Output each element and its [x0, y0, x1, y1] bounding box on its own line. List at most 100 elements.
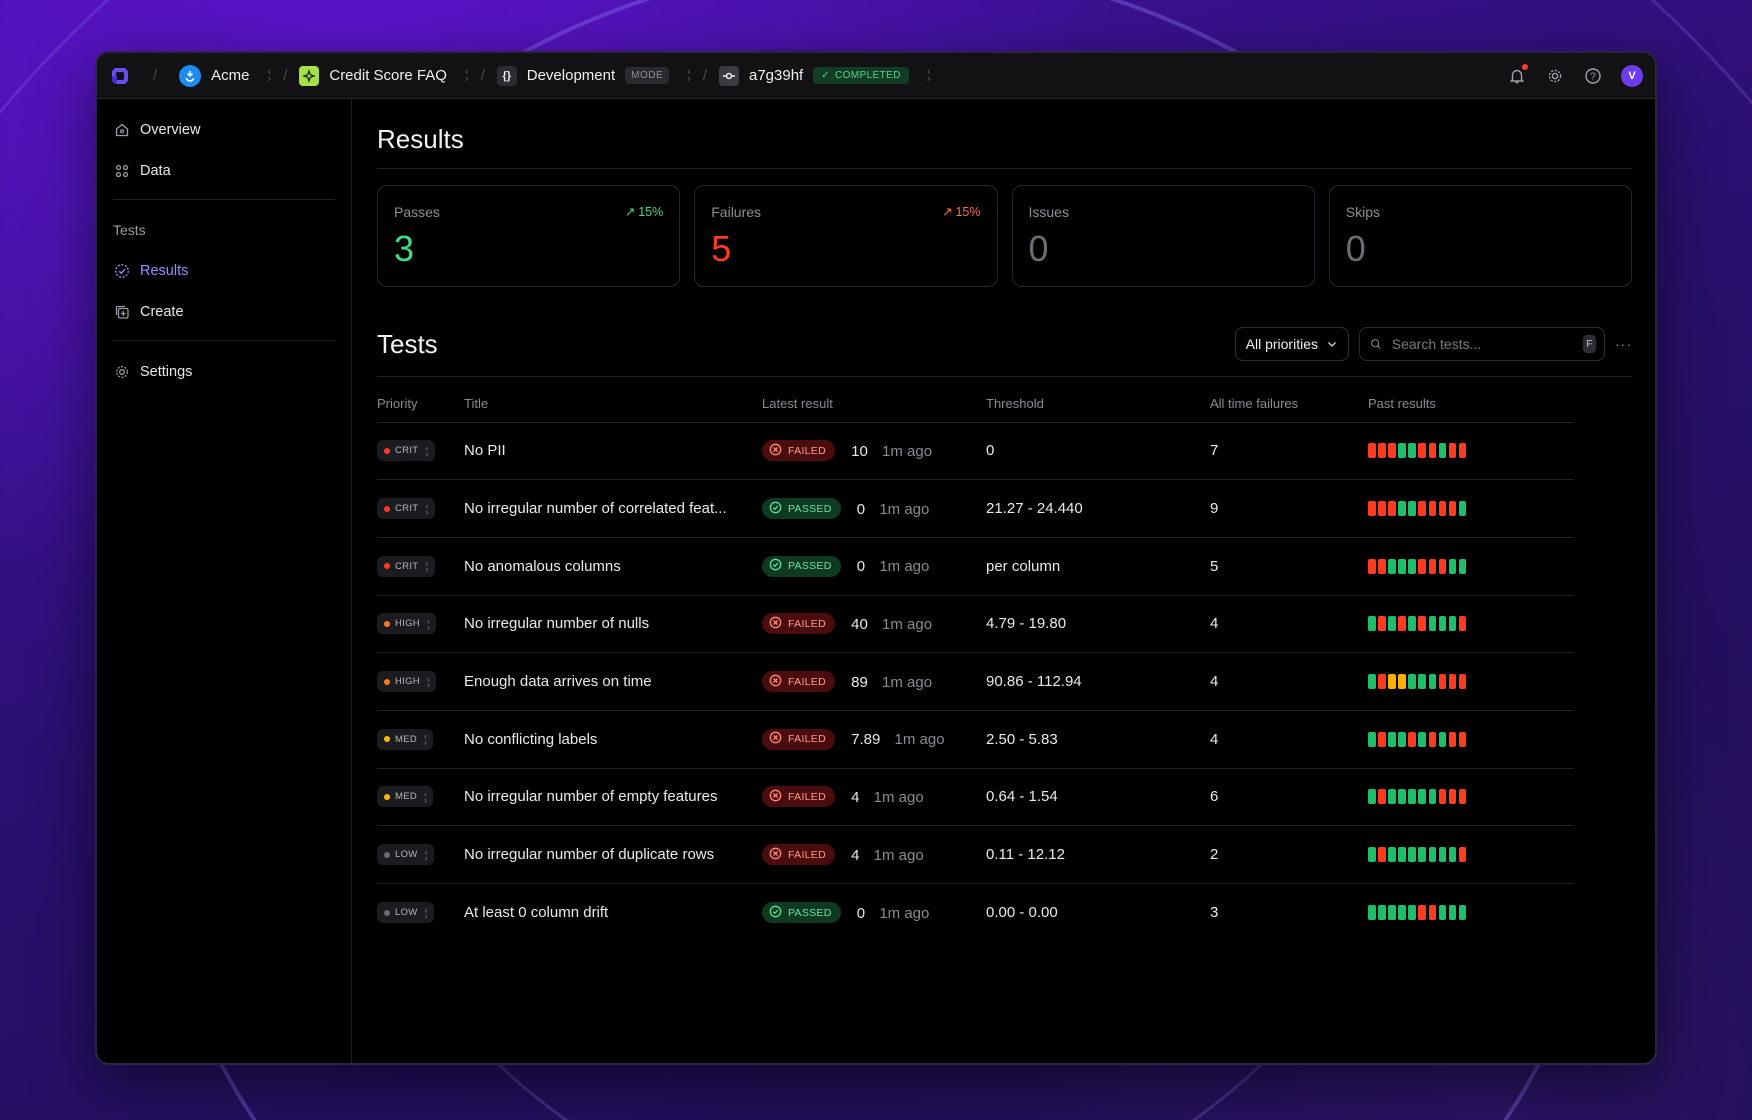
past-result-bar[interactable] [1458, 501, 1467, 517]
past-result-bar[interactable] [1378, 731, 1386, 747]
past-result-bar[interactable] [1448, 674, 1457, 690]
priority-selector[interactable]: HIGH ‹ › [377, 671, 437, 693]
table-row[interactable]: MED ‹ › No irregular number of empty feat… [377, 768, 1574, 827]
sidebar-item-create[interactable]: Create [113, 291, 335, 332]
app-logo-icon[interactable] [109, 65, 131, 87]
past-result-bar[interactable] [1428, 501, 1437, 517]
past-result-bar[interactable] [1448, 789, 1457, 805]
search-input[interactable] [1391, 336, 1573, 352]
past-result-bar[interactable] [1408, 501, 1416, 517]
past-result-bar[interactable] [1418, 789, 1426, 805]
priority-selector[interactable]: MED ‹ › [377, 786, 434, 808]
past-result-bar[interactable] [1438, 674, 1447, 690]
environment-switch-icon[interactable]: ‹ › [687, 65, 691, 85]
past-result-bar[interactable] [1388, 731, 1396, 747]
project-name[interactable]: Credit Score FAQ [329, 67, 447, 84]
past-result-bar[interactable] [1438, 443, 1447, 459]
past-result-bar[interactable] [1378, 905, 1386, 921]
table-row[interactable]: LOW ‹ › At least 0 column drift PASSED 0 … [377, 884, 1574, 942]
past-result-bar[interactable] [1438, 558, 1447, 574]
past-result-bar[interactable] [1368, 731, 1376, 747]
past-result-bar[interactable] [1398, 847, 1406, 863]
test-title[interactable]: No PII [464, 442, 506, 460]
past-result-bar[interactable] [1438, 789, 1447, 805]
past-result-bar[interactable] [1408, 443, 1416, 459]
column-header-past-results[interactable]: Past results [1368, 389, 1574, 423]
past-result-bar[interactable] [1418, 616, 1426, 632]
priority-filter-dropdown[interactable]: All priorities [1234, 327, 1349, 361]
past-result-bar[interactable] [1378, 443, 1386, 459]
past-result-bar[interactable] [1418, 674, 1426, 690]
past-result-bar[interactable] [1428, 847, 1437, 863]
past-result-bar[interactable] [1388, 616, 1396, 632]
past-result-bar[interactable] [1448, 616, 1457, 632]
past-result-bar[interactable] [1378, 558, 1386, 574]
past-result-bar[interactable] [1368, 616, 1376, 632]
past-result-bar[interactable] [1368, 789, 1376, 805]
help-icon[interactable]: ? [1583, 66, 1603, 86]
past-result-bar[interactable] [1458, 558, 1467, 574]
past-result-bar[interactable] [1408, 847, 1416, 863]
sidebar-item-settings[interactable]: Settings [113, 351, 335, 392]
past-result-bar[interactable] [1398, 674, 1406, 690]
test-title[interactable]: No irregular number of empty features [464, 788, 718, 806]
past-result-bar[interactable] [1408, 674, 1416, 690]
priority-selector[interactable]: MED ‹ › [377, 728, 434, 750]
past-result-bar[interactable] [1448, 905, 1457, 921]
past-result-bar[interactable] [1398, 905, 1406, 921]
test-title[interactable]: No anomalous columns [464, 557, 621, 575]
past-result-bar[interactable] [1398, 616, 1406, 632]
past-result-bar[interactable] [1398, 443, 1406, 459]
past-result-bar[interactable] [1458, 616, 1467, 632]
past-result-bar[interactable] [1458, 443, 1467, 459]
past-result-bar[interactable] [1438, 905, 1447, 921]
sidebar-item-overview[interactable]: Overview [113, 109, 335, 150]
past-result-bar[interactable] [1438, 616, 1447, 632]
table-row[interactable]: CRIT ‹ › No anomalous columns PASSED 0 1m… [377, 537, 1574, 596]
column-header-threshold[interactable]: Threshold [986, 389, 1210, 423]
past-result-bar[interactable] [1388, 674, 1396, 690]
column-header-title[interactable]: Title [464, 389, 762, 423]
more-options-button[interactable]: ··· [1615, 336, 1632, 352]
bell-icon[interactable] [1507, 63, 1528, 86]
past-result-bar[interactable] [1398, 731, 1406, 747]
past-result-bar[interactable] [1418, 443, 1426, 459]
past-result-bar[interactable] [1378, 847, 1386, 863]
sidebar-item-results[interactable]: Results [113, 250, 335, 291]
past-result-bar[interactable] [1368, 501, 1376, 517]
commit-hash[interactable]: a7g39hf [748, 67, 804, 84]
priority-selector[interactable]: CRIT ‹ › [377, 498, 435, 520]
past-result-bar[interactable] [1448, 558, 1457, 574]
past-result-bar[interactable] [1408, 558, 1416, 574]
past-result-bar[interactable] [1398, 558, 1406, 574]
priority-selector[interactable]: CRIT ‹ › [377, 555, 435, 577]
past-result-bar[interactable] [1438, 731, 1447, 747]
priority-selector[interactable]: LOW ‹ › [377, 844, 434, 866]
test-title[interactable]: No conflicting labels [464, 730, 598, 748]
past-result-bar[interactable] [1418, 905, 1426, 921]
environment-name[interactable]: Development [526, 67, 616, 84]
past-result-bar[interactable] [1458, 731, 1467, 747]
past-result-bar[interactable] [1378, 616, 1386, 632]
test-title[interactable]: No irregular number of correlated feat..… [464, 500, 727, 518]
column-header-all-time-failures[interactable]: All time failures [1210, 389, 1368, 423]
past-result-bar[interactable] [1428, 443, 1437, 459]
past-result-bar[interactable] [1408, 905, 1416, 921]
past-result-bar[interactable] [1428, 731, 1437, 747]
priority-selector[interactable]: CRIT ‹ › [377, 440, 435, 462]
table-row[interactable]: LOW ‹ › No irregular number of duplicate … [377, 825, 1574, 884]
avatar[interactable]: V [1621, 64, 1643, 87]
past-result-bar[interactable] [1398, 789, 1406, 805]
past-result-bar[interactable] [1428, 558, 1437, 574]
past-result-bar[interactable] [1428, 905, 1437, 921]
test-title[interactable]: No irregular number of duplicate rows [464, 846, 715, 864]
past-result-bar[interactable] [1428, 616, 1437, 632]
past-result-bar[interactable] [1418, 501, 1426, 517]
org-name[interactable]: Acme [211, 67, 250, 84]
past-result-bar[interactable] [1418, 731, 1426, 747]
past-result-bar[interactable] [1458, 789, 1467, 805]
past-result-bar[interactable] [1388, 443, 1396, 459]
past-result-bar[interactable] [1458, 674, 1467, 690]
past-result-bar[interactable] [1388, 558, 1396, 574]
commit-switch-icon[interactable]: ‹ › [926, 65, 931, 85]
